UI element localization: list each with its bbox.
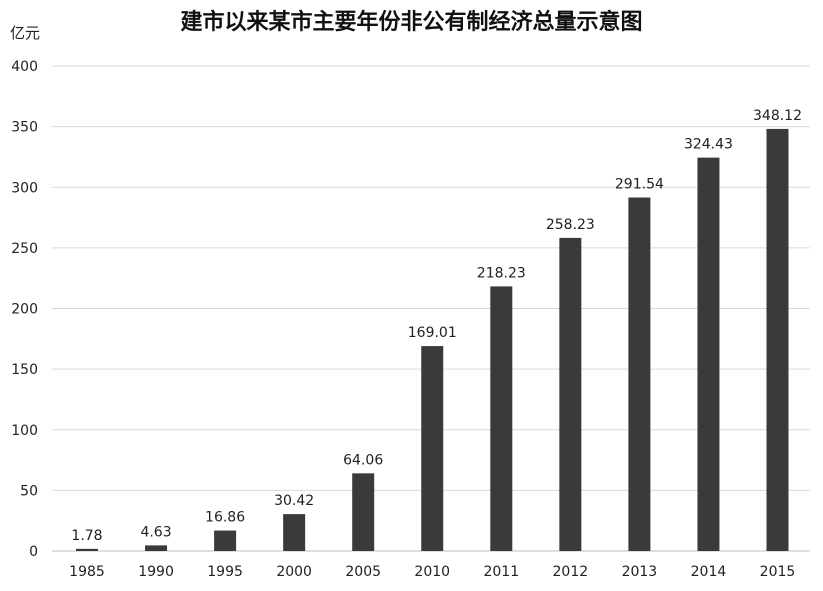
y-tick-label: 350 [11,120,38,136]
x-tick-label-2012: 2012 [553,564,589,580]
bar-2010 [421,346,444,551]
data-label-2014: 324.43 [684,137,733,153]
bar-1995 [214,530,237,551]
bar-1990 [145,545,168,551]
bar-1985 [76,548,98,551]
bar-2015 [766,128,789,552]
bars [76,128,789,552]
y-tick-label: 150 [11,362,38,378]
y-axis-unit-label: 亿元 [10,24,41,42]
y-axis-ticks: 0 50 100 150 200 250 300 350 400 [11,59,38,560]
bar-2013 [628,197,651,551]
y-tick-label: 250 [11,241,38,257]
x-tick-label-1985: 1985 [69,564,105,580]
x-tick-label-2015: 2015 [760,564,796,580]
bar-2000 [283,514,306,551]
data-label-1995: 16.86 [205,510,245,526]
y-tick-label: 400 [11,59,38,75]
x-axis-ticks: 1985 1990 1995 2000 2005 2010 2011 2012 2013 2014… [69,564,795,580]
data-label-2005: 64.06 [343,452,383,468]
data-label-2013: 291.54 [615,177,664,193]
data-label-2010: 169.01 [408,325,457,341]
data-label-1985: 1.78 [71,528,102,544]
chart-title: 建市以来某市主要年份非公有制经济总量示意图 [180,10,643,35]
x-tick-label-2000: 2000 [276,564,312,580]
bar-2014 [697,157,720,551]
y-tick-label: 200 [11,302,38,318]
y-tick-label: 0 [29,544,38,560]
x-tick-label-2011: 2011 [483,564,519,580]
x-tick-label-2014: 2014 [691,564,727,580]
data-labels: 1.78 4.63 16.86 30.42 64.06 169.01 218.23 258.2… [71,108,802,544]
data-label-2000: 30.42 [274,493,314,509]
bar-2005 [352,473,375,551]
bar-2011 [490,286,513,551]
data-label-1990: 4.63 [140,524,171,540]
x-tick-label-2005: 2005 [345,564,381,580]
x-tick-label-1990: 1990 [138,564,174,580]
x-tick-label-1995: 1995 [207,564,243,580]
y-tick-label: 100 [11,423,38,439]
data-label-2012: 258.23 [546,217,595,233]
data-label-2011: 218.23 [477,265,526,281]
y-tick-label: 50 [20,483,38,499]
data-label-2015: 348.12 [753,108,802,124]
x-tick-label-2010: 2010 [414,564,450,580]
y-tick-label: 300 [11,180,38,196]
x-tick-label-2013: 2013 [622,564,658,580]
bar-2012 [559,237,582,551]
